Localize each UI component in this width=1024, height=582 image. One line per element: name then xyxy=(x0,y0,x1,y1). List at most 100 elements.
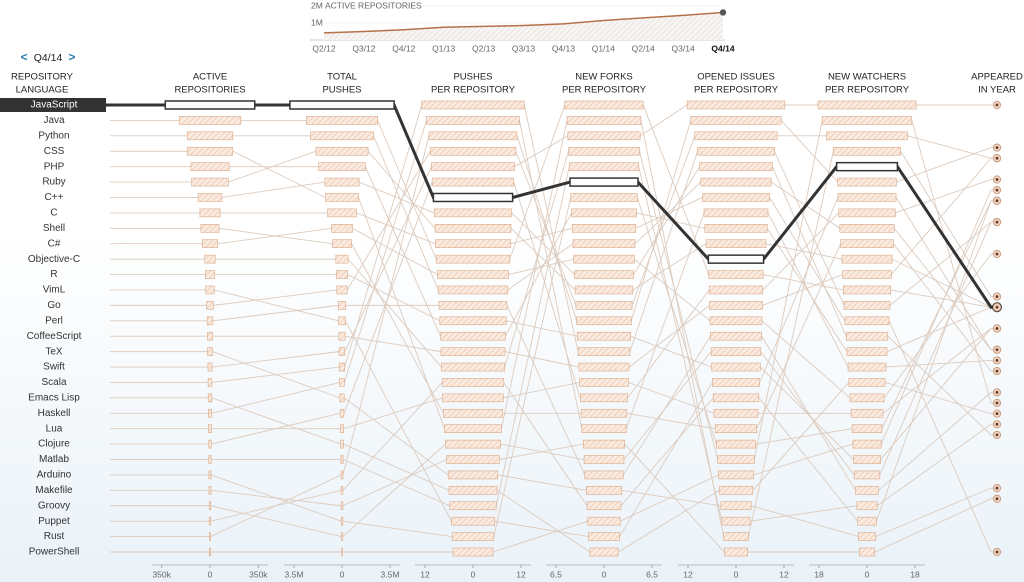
language-label[interactable]: TeX xyxy=(45,346,63,357)
bar xyxy=(446,455,500,464)
language-label[interactable]: Go xyxy=(47,300,61,311)
column-header: TOTAL xyxy=(327,72,357,83)
language-label[interactable]: PowerShell xyxy=(29,547,80,558)
bar xyxy=(306,116,378,125)
language-label[interactable]: Groovy xyxy=(38,500,70,511)
bar xyxy=(713,408,759,418)
bar xyxy=(448,486,498,495)
bar xyxy=(207,347,213,356)
bar xyxy=(199,208,221,218)
x-tick-label: 6.5 xyxy=(550,569,562,579)
language-label[interactable]: VimL xyxy=(43,285,66,296)
language-label[interactable]: Swift xyxy=(43,362,65,373)
bar xyxy=(850,408,884,418)
bar xyxy=(717,455,755,464)
column-header: ACTIVE xyxy=(193,72,227,83)
language-label[interactable]: Rust xyxy=(44,531,65,542)
bar xyxy=(581,424,627,433)
bar xyxy=(310,131,374,141)
bar xyxy=(339,408,345,418)
bar xyxy=(587,516,621,526)
year-dot-center xyxy=(995,199,999,203)
bar xyxy=(441,362,505,372)
language-label[interactable]: Scala xyxy=(41,377,66,388)
language-label[interactable]: Puppet xyxy=(38,516,70,527)
bar xyxy=(843,301,891,310)
bar xyxy=(437,270,509,279)
language-label[interactable]: CoffeeScript xyxy=(27,331,82,342)
language-label[interactable]: Matlab xyxy=(39,454,69,465)
bar xyxy=(327,208,357,218)
bar xyxy=(432,192,514,203)
bar xyxy=(571,224,637,233)
language-label[interactable]: Ruby xyxy=(42,177,65,188)
language-label[interactable]: C xyxy=(50,208,57,219)
language-label[interactable]: Shell xyxy=(43,223,65,234)
bar xyxy=(440,347,506,356)
bar xyxy=(724,547,748,557)
column-header: PER REPOSITORY xyxy=(694,85,779,96)
language-label[interactable]: R xyxy=(50,269,57,280)
bar xyxy=(580,393,628,403)
language-line xyxy=(110,166,997,522)
language-label[interactable]: Makefile xyxy=(35,485,73,496)
bar xyxy=(841,254,893,264)
next-quarter[interactable]: > xyxy=(68,50,75,64)
bar xyxy=(589,547,619,557)
bar xyxy=(338,347,346,356)
bar xyxy=(568,162,640,171)
x-tick-label: 18 xyxy=(910,569,920,579)
language-label[interactable]: Arduino xyxy=(37,470,72,481)
quarter-nav: < Q4/14 > xyxy=(20,50,75,64)
language-label[interactable]: Objective-C xyxy=(28,254,80,265)
prev-quarter[interactable]: < xyxy=(20,50,27,64)
x-tick-label: 3.5M xyxy=(285,569,304,579)
x-tick-label: Q3/13 xyxy=(512,43,535,53)
bar xyxy=(712,378,760,387)
bar xyxy=(205,270,215,279)
year-dot-center xyxy=(995,422,999,426)
bar xyxy=(449,501,497,511)
bar xyxy=(208,486,212,495)
bar xyxy=(694,131,778,141)
bar xyxy=(703,208,769,218)
bar xyxy=(571,208,637,218)
bar xyxy=(164,100,256,110)
language-label[interactable]: Lua xyxy=(46,423,63,434)
language-label[interactable]: C# xyxy=(48,238,61,249)
language-line xyxy=(110,135,997,306)
bar xyxy=(340,516,344,526)
bar xyxy=(428,131,518,141)
column-header: NEW WATCHERS xyxy=(828,72,906,83)
bar xyxy=(705,239,767,249)
bar xyxy=(208,424,212,433)
bar xyxy=(443,408,503,418)
bar xyxy=(837,177,897,187)
language-label[interactable]: Haskell xyxy=(38,408,71,419)
language-label[interactable]: Perl xyxy=(45,315,63,326)
bar xyxy=(186,131,234,141)
bar xyxy=(332,239,352,249)
bar xyxy=(431,162,515,171)
language-label[interactable]: Java xyxy=(43,115,65,126)
year-dot-center xyxy=(995,305,999,309)
bar xyxy=(447,470,499,480)
language-label[interactable]: CSS xyxy=(44,146,65,157)
language-label[interactable]: Clojure xyxy=(38,439,70,450)
language-label[interactable]: Emacs Lisp xyxy=(28,393,80,404)
bar xyxy=(709,301,763,310)
x-tick-label: Q2/14 xyxy=(632,43,655,53)
bar xyxy=(197,193,223,202)
bar xyxy=(835,161,899,172)
column-header: PUSHES xyxy=(322,85,361,96)
bar xyxy=(849,393,885,403)
bar xyxy=(690,116,782,125)
bar xyxy=(580,408,628,418)
language-label[interactable]: JavaScript xyxy=(31,100,78,111)
bar xyxy=(178,116,242,125)
language-label[interactable]: C++ xyxy=(45,192,64,203)
language-label[interactable]: PHP xyxy=(44,161,65,172)
column-header: PER REPOSITORY xyxy=(562,85,647,96)
language-label[interactable]: Python xyxy=(38,130,69,141)
year-dot-center xyxy=(995,295,999,299)
